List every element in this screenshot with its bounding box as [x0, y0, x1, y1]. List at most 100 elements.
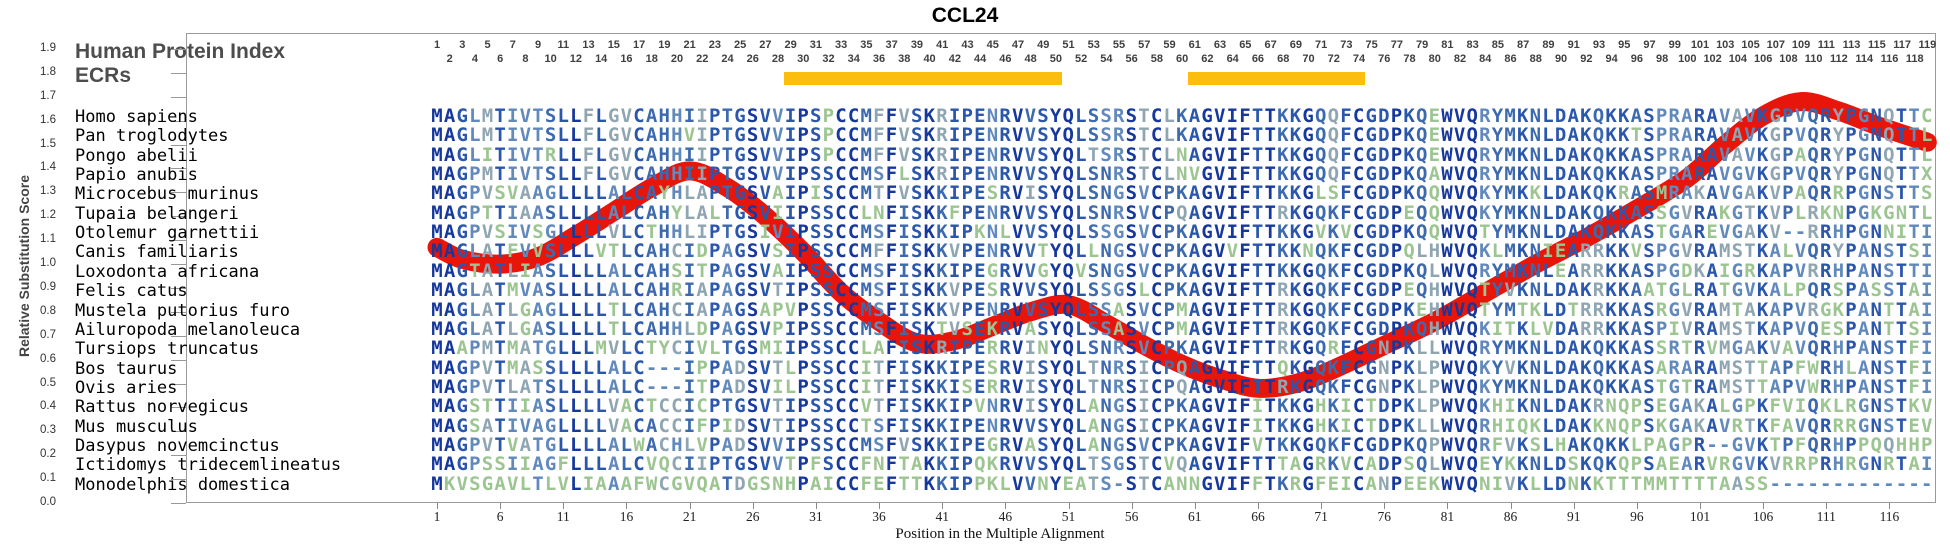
index-number: 100 — [1678, 53, 1697, 65]
x-tick-mark — [1068, 503, 1070, 509]
index-number: 46 — [999, 53, 1012, 65]
index-number: 32 — [822, 53, 835, 65]
index-number: 117 — [1893, 39, 1911, 51]
index-number: 52 — [1075, 53, 1088, 65]
sequence-row: MAGPVSIVSGLLLLVLCTHHLIPTGSIVIPSSCCMSFISK… — [431, 221, 1933, 244]
x-tick-mark — [1005, 503, 1007, 509]
x-tick-mark — [500, 503, 502, 509]
index-number: 118 — [1905, 53, 1924, 65]
x-tick-mark — [1131, 503, 1133, 509]
human-protein-index-label: Human Protein Index — [75, 40, 286, 63]
index-number: 8 — [522, 53, 529, 65]
sequence-row: MAGPVTMASSLLLLALC---IPPADSVTLPSSCCITFISK… — [431, 356, 1933, 379]
index-number: 92 — [1580, 53, 1593, 65]
index-number: 104 — [1728, 53, 1748, 65]
index-number: 43 — [961, 39, 974, 51]
index-number: 85 — [1491, 39, 1505, 51]
y-tick-label: 0.4 — [40, 400, 56, 413]
x-tick-label: 76 — [1377, 509, 1392, 524]
index-number: 90 — [1554, 53, 1568, 65]
index-number: 77 — [1390, 39, 1403, 51]
index-number: 29 — [784, 39, 797, 51]
index-number: 72 — [1327, 53, 1340, 65]
index-number: 4 — [471, 53, 478, 65]
species-label: Homo sapiens — [75, 107, 198, 127]
x-tick-mark — [1384, 503, 1386, 509]
index-number: 1 — [433, 39, 441, 51]
sequence-row: MAGPVTLATSLLLLALC---ITPADSVILPSSCCITFISK… — [431, 375, 1933, 398]
x-tick-label: 51 — [1061, 509, 1076, 524]
y-tick-label: 0.1 — [40, 472, 56, 485]
ecr-bar — [784, 72, 1063, 85]
x-tick-mark — [1826, 503, 1828, 509]
x-tick-label: 106 — [1753, 509, 1774, 524]
index-number: 98 — [1655, 53, 1669, 65]
species-label: Otolemur garnettii — [75, 223, 260, 244]
x-tick-mark — [626, 503, 628, 509]
sequence-row: MKVSGAVLTLVLIAAAFWCGVQATDGSNHPAICCFEFTTK… — [431, 472, 1933, 495]
x-tick-label: 46 — [998, 509, 1013, 524]
index-number: 14 — [595, 53, 608, 65]
x-tick-label: 71 — [1314, 509, 1328, 524]
index-number: 5 — [484, 39, 491, 51]
index-number: 56 — [1125, 53, 1138, 65]
y-tick-label: 1.7 — [40, 89, 56, 102]
index-number: 74 — [1352, 53, 1366, 65]
y-tick-label: 1.8 — [40, 65, 56, 78]
sequence-row: MAGLATMVASLLLLALCAHRIAPAGSVTIPSSCCMSFISK… — [431, 279, 1933, 302]
index-number: 40 — [923, 53, 936, 65]
sequence-row: MAGLITIVTRLLFLGVCAHHIIPTGSVVIPSPCCMFFVSK… — [431, 143, 1933, 166]
index-number: 45 — [986, 39, 999, 51]
index-number: 78 — [1403, 53, 1416, 65]
index-number: 109 — [1791, 39, 1811, 51]
index-number: 16 — [620, 53, 633, 65]
index-number: 110 — [1804, 53, 1823, 65]
index-number: 36 — [872, 53, 886, 65]
index-number: 27 — [759, 39, 772, 51]
species-label: Canis familiaris — [75, 242, 239, 263]
sequence-row: MAGPVTVATGLLLLALWACHLVPADSVVIPSSCCMSFVSK… — [431, 433, 1933, 456]
y-tick-label: 0.2 — [40, 448, 56, 461]
species-label: Felis catus — [75, 281, 188, 302]
x-tick-mark — [1573, 503, 1575, 509]
index-number: 48 — [1024, 53, 1037, 65]
x-tick-label: 61 — [1188, 509, 1202, 524]
x-tick-label: 1 — [433, 509, 441, 524]
index-number: 26 — [746, 53, 759, 65]
y-tick-mark — [171, 335, 186, 337]
y-tick-mark — [171, 503, 186, 504]
index-number: 60 — [1176, 53, 1189, 65]
species-label: Pan troglodytes — [75, 126, 229, 147]
y-tick-label: 0.7 — [40, 328, 56, 341]
index-number: 20 — [670, 53, 684, 65]
y-tick-label: 0.9 — [40, 280, 56, 293]
x-tick-mark — [942, 503, 944, 509]
species-label: Monodelphis domestica — [75, 474, 290, 495]
species-label: Mustela putorius furo — [75, 300, 290, 321]
x-tick-label: 16 — [619, 509, 634, 524]
index-number: 3 — [459, 39, 466, 51]
index-number: 116 — [1880, 53, 1899, 65]
sequence-row: MAGPTTIAASLLLLALCAHYLALTGSVIIPSSCCLNFISK… — [431, 201, 1933, 224]
sequence-row: MAGTATLIASLLLLALCAHSITPAGSVAIPSSCCMSFISK… — [431, 259, 1933, 282]
y-tick-mark — [171, 144, 186, 146]
index-number: 44 — [973, 53, 987, 65]
x-tick-label: 31 — [809, 509, 823, 524]
sequence-row: MAGPMTIVTSLLFLGVCAHHIIPTGSVVIPSSCCMSFLSK… — [431, 163, 1933, 186]
index-number: 18 — [645, 53, 658, 65]
index-number: 70 — [1302, 53, 1315, 65]
y-tick-mark — [171, 216, 186, 218]
index-number: 23 — [708, 39, 721, 51]
x-tick-label: 111 — [1816, 509, 1836, 524]
x-axis-label: Position in the Multiple Alignment — [895, 526, 1105, 542]
y-tick-label: 1.4 — [40, 161, 56, 174]
index-number: 28 — [771, 53, 785, 65]
index-number: 105 — [1741, 39, 1760, 51]
index-number: 107 — [1766, 39, 1785, 51]
index-number: 31 — [809, 39, 823, 51]
sequence-row: MAGLMTIVTSLLFLGVCAHHIIPTGSVVIPSPCCMFFVSK… — [431, 105, 1933, 127]
index-number: 80 — [1428, 53, 1441, 65]
index-number: 86 — [1504, 53, 1517, 65]
x-tick-mark — [563, 503, 565, 509]
